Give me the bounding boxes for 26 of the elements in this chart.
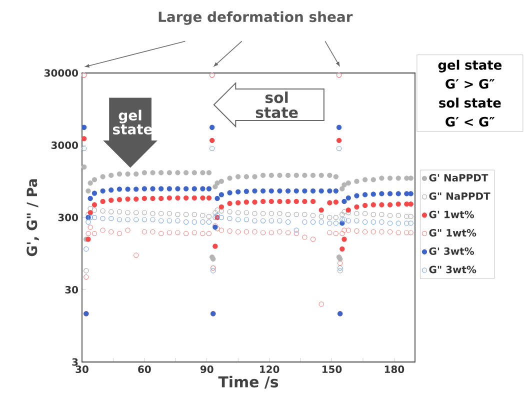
x-tick-label: 150 [322,366,342,374]
x-tick-label: 60 [138,366,151,374]
legend-label: G" 1wt% [429,229,476,237]
legend-label: G' NaPPDT [429,174,488,182]
annotation: sol state [256,92,298,118]
legend-label: G' 1wt% [429,210,474,218]
text: sol state [439,98,501,108]
x-tick-label: 180 [384,366,404,374]
x-axis-title: Time /s [218,376,278,389]
text: gel state [438,60,502,72]
y-tick-label: 300 [58,214,78,222]
y-axis-title: G', G" / Pa [26,179,39,256]
legend-label: G" NaPPDT [429,192,490,200]
text: G′ > G″ [446,78,495,89]
legend-label: G' 3wt% [429,247,474,255]
text: Large deformation shear [158,11,353,25]
y-tick-label: 3000 [51,141,78,150]
x-tick-label: 120 [260,366,280,374]
y-tick-label: 3 [72,358,78,366]
legend-label: G" 3wt% [429,266,476,274]
y-tick-label: 30000 [44,69,78,77]
annotation: gel state [113,110,152,134]
y-tick-label: 30 [65,286,78,294]
x-tick-label: 30 [76,366,88,374]
text: G′ < G″ [446,116,495,127]
x-tick-label: 90 [200,366,214,374]
